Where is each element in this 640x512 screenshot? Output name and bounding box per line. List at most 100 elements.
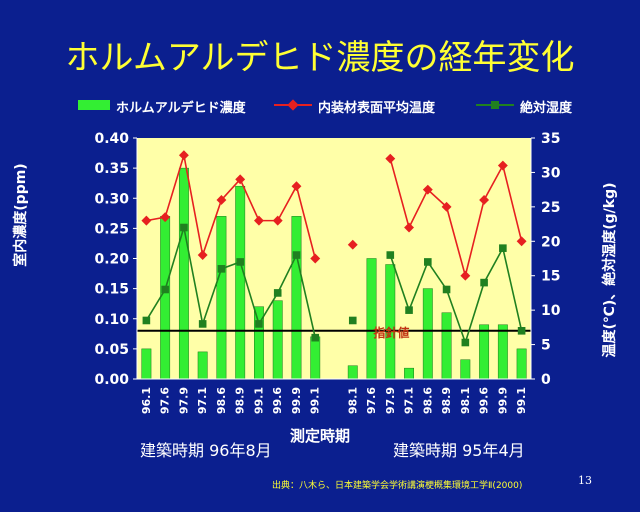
legend-label-concentration: ホルムアルデヒド濃度 [116,101,246,116]
legend-label-temperature: 内装材表面平均温度 [318,101,436,116]
concentration-bar [310,336,321,380]
temperature-point [441,201,452,212]
y-right-tick-label: 15 [541,269,560,285]
x-tick-label: 98.1 [459,387,472,414]
x-tick-label: 99.1 [309,387,322,414]
concentration-bar [272,300,283,380]
x-tick-label: 98.9 [234,387,247,414]
concentration-bar [479,324,490,380]
y-left-tick-label: 0.15 [94,282,129,298]
humidity-point [480,278,488,287]
humidity-point [273,289,282,297]
slide-title: ホルムアルデヒド濃度の経年変化 [65,38,575,78]
legend-bar-swatch [78,100,110,110]
y-right-tick-label: 20 [541,234,561,250]
concentration-bar [141,348,152,380]
humidity-point [405,306,413,314]
humidity-point [255,320,263,328]
humidity-point [142,316,151,325]
humidity-line [145,227,317,338]
x-tick-label: 96.1 [140,387,153,414]
legend-temperature-swatch [274,99,312,111]
temperature-point [516,236,527,247]
humidity-point [180,223,188,232]
y-left-tick-label: 0.10 [94,312,129,328]
y-left-tick-label: 0.40 [94,131,129,147]
concentration-bar [160,216,171,380]
y-left-tick-label: 0.20 [94,252,129,268]
temperature-point [291,181,302,192]
concentration-bar [404,367,414,380]
x-tick-label: 98.6 [421,387,434,414]
x-axis-label: 測定時期 [290,427,351,445]
y-right-tick-label: 35 [541,131,560,147]
legend-humidity-swatch [476,101,514,109]
period-label-1996: 建築時期 96年8月 [140,441,272,460]
temperature-point [141,215,152,226]
x-tick-label: 97.1 [196,387,209,414]
y-right-tick-label: 10 [541,303,561,319]
y-left-tick-label: 0.05 [94,342,129,358]
temperature-point [497,160,508,171]
temperature-point [404,222,414,233]
x-tick-label: 99.1 [515,387,528,414]
concentration-bar [197,351,208,380]
temperature-point [216,195,227,205]
x-tick-label: 99.6 [271,387,284,414]
temperature-point [178,150,189,161]
concentration-bar [497,324,508,380]
concentration-bar [178,167,189,380]
temperature-point [422,184,433,195]
humidity-point [424,258,432,266]
y-right-tick-label: 5 [541,338,551,354]
y-left-tick-label: 0.25 [94,221,129,237]
temperature-point [460,270,471,281]
temperature-point [272,215,283,226]
concentration-bar [216,216,227,380]
humidity-point [348,316,357,325]
concentration-bar [422,288,433,380]
humidity-point [386,251,395,259]
plot-area [137,138,531,379]
x-tick-label: 98.1 [346,387,359,414]
temperature-line [389,158,523,279]
x-tick-label: 97.6 [159,387,172,414]
temperature-point [385,153,396,164]
concentration-bar [460,359,471,380]
guideline-label: 指針値 [373,325,409,340]
temperature-point [254,215,264,226]
x-tick-label: 97.9 [384,387,397,414]
x-tick-label: 99.1 [252,387,265,414]
humidity-point [442,285,451,294]
humidity-point [311,333,320,342]
page-number: 13 [578,474,592,487]
humidity-point [198,320,207,328]
x-tick-label: 99.9 [496,387,509,414]
humidity-point [236,258,244,266]
source-citation: 出典：八木ら、日本建築学会学術講演梗概集環境工学Ⅱ(2000) [272,481,523,491]
temperature-point [197,250,208,261]
concentration-bar [347,365,358,380]
x-tick-label: 97.6 [365,387,378,414]
humidity-point [499,244,507,252]
humidity-point [161,285,169,294]
y-right-tick-label: 0 [541,372,551,388]
concentration-bar [366,258,377,380]
temperature-line [146,154,317,259]
y-left-tick-label: 0.35 [94,161,129,177]
temperature-point [235,174,246,185]
period-label-1995: 建築時期 95年4月 [393,441,525,460]
concentration-bar [235,185,246,380]
x-tick-label: 97.1 [403,387,416,414]
x-tick-label: 99.6 [478,387,491,414]
humidity-point [461,338,470,347]
temperature-point [160,212,171,223]
concentration-bar [385,264,396,380]
x-tick-label: 98.9 [440,387,453,414]
temperature-point [479,195,490,205]
humidity-point [517,327,526,335]
concentration-bar [291,216,302,380]
x-tick-label: 97.9 [177,387,190,414]
